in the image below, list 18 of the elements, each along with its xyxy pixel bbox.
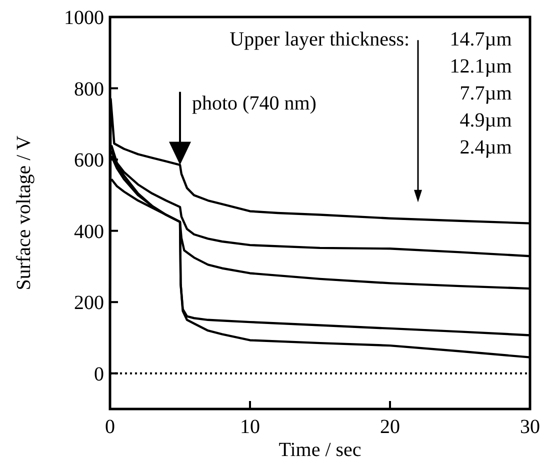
y-tick-label: 0	[94, 363, 104, 386]
x-tick-label: 10	[240, 416, 260, 438]
y-axis-title: Surface voltage / V	[13, 135, 35, 290]
annotation: 7.7µm	[460, 82, 512, 105]
annotation: 14.7µm	[450, 28, 512, 51]
y-tick-label: 600	[74, 150, 104, 172]
y-tick-label: 1000	[64, 7, 104, 29]
x-tick-label: 30	[520, 416, 540, 438]
x-tick-label: 20	[380, 416, 400, 438]
annotation: photo (740 nm)	[192, 92, 316, 115]
annotation: Upper layer thickness:	[230, 28, 410, 51]
y-tick-label: 200	[74, 292, 104, 314]
y-tick-label: 800	[74, 78, 104, 100]
y-tick-label: 400	[74, 220, 104, 243]
annotation: 2.4µm	[460, 136, 512, 159]
annotation: 12.1µm	[450, 56, 512, 78]
x-axis-title: Time / sec	[278, 439, 362, 461]
annotation: 4.9µm	[460, 110, 512, 132]
